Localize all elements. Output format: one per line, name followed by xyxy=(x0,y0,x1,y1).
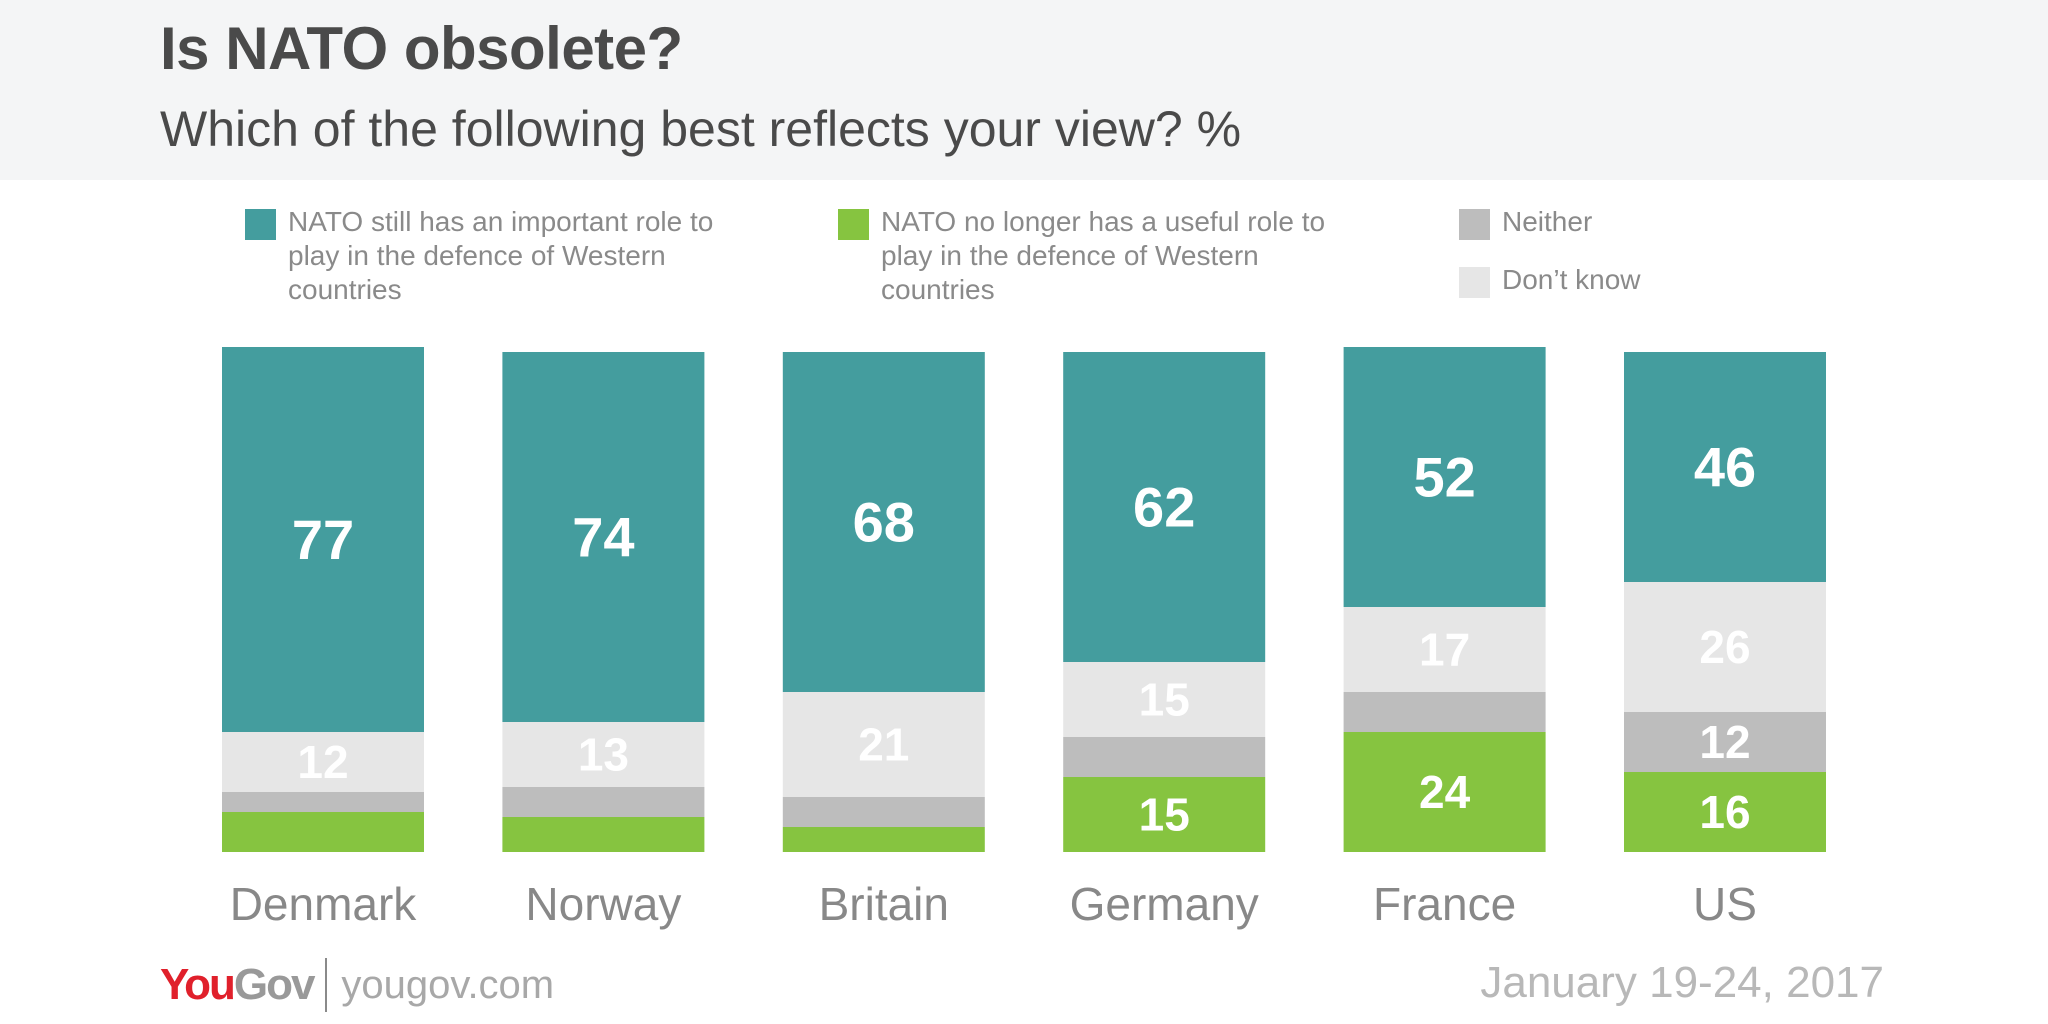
bar-segment-germany-important-role xyxy=(1063,352,1266,662)
bar-segment-denmark-neither xyxy=(222,792,424,812)
category-label-germany: Germany xyxy=(1070,878,1259,930)
bar-segment-france-no-useful-role xyxy=(1343,732,1546,852)
legend-label-neither: Neither xyxy=(1502,206,1593,237)
legend-item-important-role: NATO still has an important role to play… xyxy=(245,205,765,307)
legend-label-dont-know: Don’t know xyxy=(1502,264,1641,295)
data-label-germany-no-useful-role: 15 xyxy=(1139,789,1190,841)
legend-swatch-important-role xyxy=(245,209,276,240)
bar-segment-norway-important-role xyxy=(502,352,705,722)
category-label-us: US xyxy=(1693,878,1757,930)
bar-segment-us-dont-know xyxy=(1624,582,1826,712)
category-label-norway: Norway xyxy=(525,878,681,930)
bar-segment-britain-dont-know xyxy=(782,692,985,797)
data-label-us-dont-know: 26 xyxy=(1699,621,1750,673)
data-label-norway-important-role: 74 xyxy=(572,506,634,569)
bar-segment-denmark-dont-know xyxy=(222,732,424,792)
bar-segment-us-important-role xyxy=(1624,352,1826,582)
bar-segment-norway-neither xyxy=(502,787,705,817)
category-label-denmark: Denmark xyxy=(230,878,418,930)
bar-segment-germany-dont-know xyxy=(1063,662,1266,737)
data-label-france-no-useful-role: 24 xyxy=(1419,766,1471,818)
legend-item-neither: Neither xyxy=(1459,205,1759,240)
yougov-logo: YouGov xyxy=(160,960,315,1009)
legend-swatch-dont-know xyxy=(1459,267,1490,298)
bar-segment-germany-no-useful-role xyxy=(1063,777,1266,852)
chart-subtitle: Which of the following best reflects you… xyxy=(160,101,1242,157)
data-label-britain-important-role: 68 xyxy=(853,491,915,554)
footer-divider xyxy=(325,958,328,1012)
data-label-us-no-useful-role: 16 xyxy=(1699,786,1750,838)
legend-item-dont-know: Don’t know xyxy=(1459,263,1759,298)
bar-segment-norway-dont-know xyxy=(502,722,705,787)
bar-segment-denmark-no-useful-role xyxy=(222,812,424,852)
legend-label-important-role: NATO still has an important role to play… xyxy=(288,206,714,305)
website-link[interactable]: yougov.com xyxy=(341,962,555,1007)
data-label-us-neither: 12 xyxy=(1699,716,1750,768)
legend-label-no-useful-role: NATO no longer has a useful role to play… xyxy=(881,206,1326,305)
legend-swatch-no-useful-role xyxy=(838,209,869,240)
bar-segment-france-neither xyxy=(1343,692,1546,732)
bar-segment-france-dont-know xyxy=(1343,607,1546,692)
bar-segment-france-important-role xyxy=(1343,347,1546,607)
bar-segment-denmark-important-role xyxy=(222,347,424,732)
legend-swatch-neither xyxy=(1459,209,1490,240)
bar-segment-norway-no-useful-role xyxy=(502,817,705,852)
data-label-denmark-dont-know: 12 xyxy=(297,736,348,788)
data-label-us-important-role: 46 xyxy=(1694,436,1756,499)
bar-segment-us-neither xyxy=(1624,712,1826,772)
category-label-britain: Britain xyxy=(819,878,949,930)
survey-date: January 19-24, 2017 xyxy=(1480,958,1884,1007)
chart-title: Is NATO obsolete? xyxy=(160,15,683,82)
category-label-france: France xyxy=(1373,878,1516,930)
bar-segment-germany-neither xyxy=(1063,737,1266,777)
bar-segment-britain-no-useful-role xyxy=(782,827,985,852)
bar-segment-us-no-useful-role xyxy=(1624,772,1826,852)
bar-segment-britain-neither xyxy=(782,797,985,827)
data-label-france-important-role: 52 xyxy=(1413,446,1475,509)
footer-brand: YouGov yougov.com xyxy=(160,955,554,1015)
bar-segment-britain-important-role xyxy=(782,352,985,692)
data-label-germany-dont-know: 15 xyxy=(1139,674,1190,726)
data-label-britain-dont-know: 21 xyxy=(858,719,909,771)
data-label-norway-dont-know: 13 xyxy=(578,729,629,781)
legend-item-no-useful-role: NATO no longer has a useful role to play… xyxy=(838,205,1378,307)
data-label-denmark-important-role: 77 xyxy=(292,508,354,571)
data-label-germany-important-role: 62 xyxy=(1133,476,1195,539)
header-band: Is NATO obsolete? Which of the following… xyxy=(0,0,2048,180)
data-label-france-dont-know: 17 xyxy=(1419,624,1470,676)
